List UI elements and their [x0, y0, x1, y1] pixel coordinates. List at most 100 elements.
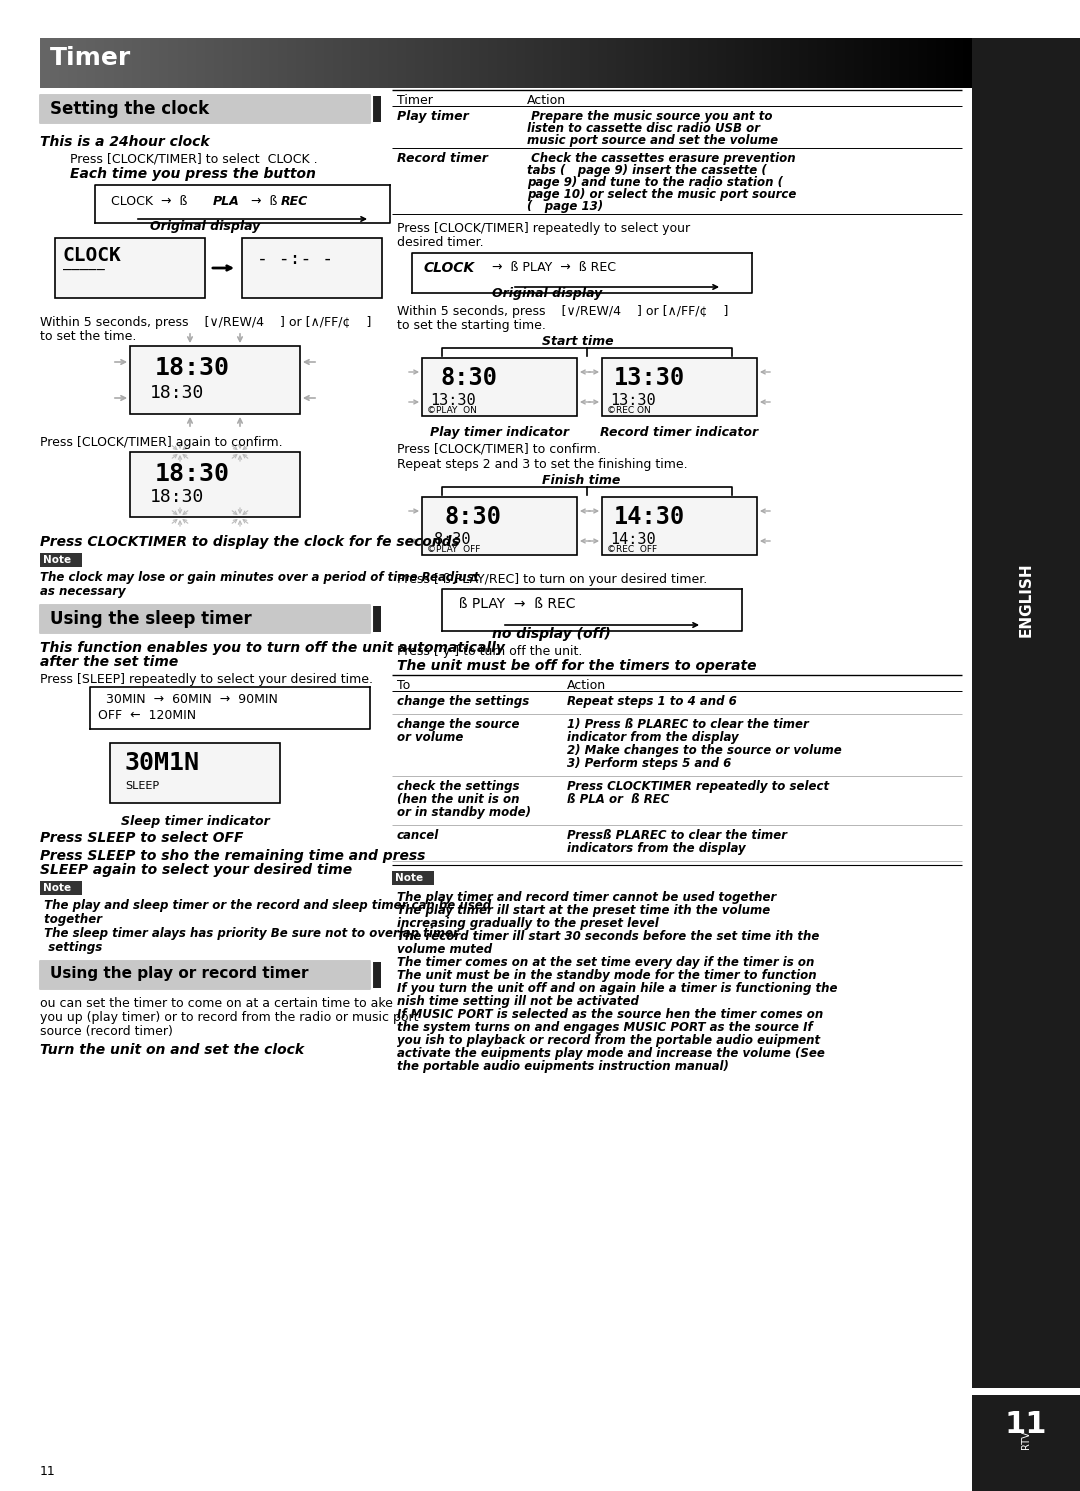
Text: source (record timer): source (record timer) [40, 1024, 173, 1038]
Text: 3) Perform steps 5 and 6: 3) Perform steps 5 and 6 [567, 757, 731, 769]
Text: Play timer indicator: Play timer indicator [430, 426, 568, 438]
Text: 18:30: 18:30 [156, 462, 230, 486]
Text: If you turn the unit off and on again hile a timer is functioning the: If you turn the unit off and on again hi… [397, 983, 837, 994]
Text: 30MIN  →  60MIN  →  90MIN: 30MIN → 60MIN → 90MIN [98, 693, 278, 707]
Text: Press SLEEP to sho the remaining time and press: Press SLEEP to sho the remaining time an… [40, 848, 426, 863]
Text: Note: Note [395, 874, 423, 883]
Text: 8:30: 8:30 [434, 532, 471, 547]
Bar [602, 497, 757, 555]
Bar [370, 95, 381, 122]
Text: Finish time: Finish time [542, 474, 620, 488]
Text: Within 5 seconds, press    [∨/REW/4    ] or [∧/FF/¢    ]: Within 5 seconds, press [∨/REW/4 ] or [∧… [397, 306, 728, 318]
Text: ß PLAY  →  ß REC: ß PLAY → ß REC [450, 596, 576, 611]
Text: after the set time: after the set time [40, 655, 178, 669]
Text: →  ß PLAY  →  ß REC: → ß PLAY → ß REC [484, 261, 616, 274]
Text: Timer: Timer [397, 94, 433, 107]
Text: Press [CLOCK/TIMER] to select  CLOCK .: Press [CLOCK/TIMER] to select CLOCK . [70, 154, 318, 166]
Text: The sleep timer alays has priority Be sure not to overlap timer: The sleep timer alays has priority Be su… [40, 927, 459, 939]
Bar [370, 605, 381, 632]
Text: OFF  ←  120MIN: OFF ← 120MIN [98, 710, 197, 722]
Bar [130, 452, 300, 517]
Text: Using the sleep timer: Using the sleep timer [50, 610, 252, 628]
Text: ou can set the timer to come on at a certain time to ake: ou can set the timer to come on at a cer… [40, 997, 393, 1009]
Text: Press [CLOCK/TIMER] repeatedly to select your: Press [CLOCK/TIMER] repeatedly to select… [397, 222, 690, 236]
Text: This is a 24hour clock: This is a 24hour clock [40, 136, 210, 149]
Text: ß PLA or  ß REC: ß PLA or ß REC [567, 793, 670, 807]
Bar [422, 358, 577, 416]
Text: Press [CLOCK/TIMER] again to confirm.: Press [CLOCK/TIMER] again to confirm. [40, 435, 283, 449]
Text: desired timer.: desired timer. [397, 236, 484, 249]
Text: Play timer: Play timer [397, 110, 469, 122]
Text: Action: Action [567, 678, 606, 692]
Text: listen to cassette disc radio USB or: listen to cassette disc radio USB or [527, 122, 760, 136]
Text: Prepare the music source you ant to: Prepare the music source you ant to [527, 110, 772, 122]
Text: 2) Make changes to the source or volume: 2) Make changes to the source or volume [567, 744, 841, 757]
FancyBboxPatch shape [38, 92, 372, 125]
Text: To: To [397, 678, 410, 692]
Text: 18:30: 18:30 [156, 356, 230, 380]
Text: 13:30: 13:30 [610, 394, 656, 409]
Text: Check the cassettes erasure prevention: Check the cassettes erasure prevention [527, 152, 796, 166]
Text: Press [ y ] to turn off the unit.: Press [ y ] to turn off the unit. [397, 646, 582, 658]
Text: Press [ ß PLAY/REC] to turn on your desired timer.: Press [ ß PLAY/REC] to turn on your desi… [397, 573, 707, 586]
Text: 14:30: 14:30 [615, 505, 685, 529]
Text: page 10) or select the music port source: page 10) or select the music port source [527, 188, 796, 201]
Text: or in standby mode): or in standby mode) [397, 807, 531, 819]
Text: RTV: RTV [1021, 1431, 1031, 1449]
Text: REC: REC [281, 195, 308, 209]
Text: music port source and set the volume: music port source and set the volume [527, 134, 778, 148]
Text: Record timer indicator: Record timer indicator [599, 426, 758, 438]
Text: The unit must be in the standby mode for the timer to function: The unit must be in the standby mode for… [397, 969, 816, 983]
FancyBboxPatch shape [38, 959, 372, 992]
Text: ©REC ON: ©REC ON [607, 406, 651, 414]
Text: page 9) and tune to the radio station (: page 9) and tune to the radio station ( [527, 176, 783, 189]
Text: 11: 11 [40, 1466, 56, 1478]
Text: 13:30: 13:30 [615, 365, 685, 391]
Text: This function enables you to turn off the unit automatically: This function enables you to turn off th… [40, 641, 504, 655]
Text: The record timer ill start 30 seconds before the set time ith the: The record timer ill start 30 seconds be… [397, 930, 820, 942]
Bar [422, 497, 577, 555]
Text: The play timer ill start at the preset time ith the volume: The play timer ill start at the preset t… [397, 904, 770, 917]
Text: no display (off): no display (off) [492, 628, 611, 641]
Text: PLA: PLA [213, 195, 240, 209]
Text: The clock may lose or gain minutes over a period of time Readjust: The clock may lose or gain minutes over … [40, 571, 480, 584]
Text: ©PLAY  OFF: ©PLAY OFF [427, 546, 481, 555]
Text: 30M1N: 30M1N [125, 751, 200, 775]
Text: SLEEP again to select your desired time: SLEEP again to select your desired time [40, 863, 352, 877]
Text: the system turns on and engages MUSIC PORT as the source If: the system turns on and engages MUSIC PO… [397, 1021, 812, 1033]
Text: Setting the clock: Setting the clock [50, 100, 210, 118]
Text: indicator from the display: indicator from the display [567, 731, 739, 744]
Text: Press [SLEEP] repeatedly to select your desired time.: Press [SLEEP] repeatedly to select your … [40, 672, 373, 686]
Text: CLOCK: CLOCK [63, 246, 122, 265]
Text: 14:30: 14:30 [610, 532, 656, 547]
Text: 18:30: 18:30 [150, 385, 204, 403]
Text: The play and sleep timer or the record and sleep timer can be used: The play and sleep timer or the record a… [40, 899, 491, 912]
Text: change the source: change the source [397, 719, 519, 731]
Bar [55, 239, 205, 298]
Text: ©PLAY  ON: ©PLAY ON [427, 406, 477, 414]
Text: Press CLOCKTIMER repeatedly to select: Press CLOCKTIMER repeatedly to select [567, 780, 829, 793]
Text: nish time setting ill not be activated: nish time setting ill not be activated [397, 994, 639, 1008]
Text: Press SLEEP to select OFF: Press SLEEP to select OFF [40, 830, 243, 845]
Text: you ish to playback or record from the portable audio euipment: you ish to playback or record from the p… [397, 1033, 820, 1047]
Text: - -:- -: - -:- - [257, 250, 333, 268]
Text: Action: Action [527, 94, 566, 107]
Bar [370, 962, 381, 989]
Text: Sleep timer indicator: Sleep timer indicator [121, 816, 269, 828]
Text: 8:30: 8:30 [440, 365, 497, 391]
Text: activate the euipments play mode and increase the volume (See: activate the euipments play mode and inc… [397, 1047, 825, 1060]
Text: Press [CLOCK/TIMER] to confirm.: Press [CLOCK/TIMER] to confirm. [397, 441, 600, 455]
Bar [972, 37, 1080, 1388]
Bar [242, 239, 382, 298]
Text: cancel: cancel [397, 829, 440, 842]
Text: Note: Note [43, 555, 71, 565]
Text: →  ß: → ß [243, 195, 282, 209]
Text: Pressß PLAREC to clear the timer: Pressß PLAREC to clear the timer [567, 829, 787, 842]
Text: 18:30: 18:30 [150, 488, 204, 505]
Text: (   page 13): ( page 13) [527, 200, 603, 213]
Bar [110, 743, 280, 804]
Text: to set the time.: to set the time. [40, 330, 136, 343]
Text: indicators from the display: indicators from the display [567, 842, 745, 854]
Text: The timer comes on at the set time every day if the timer is on: The timer comes on at the set time every… [397, 956, 814, 969]
FancyBboxPatch shape [38, 602, 372, 635]
